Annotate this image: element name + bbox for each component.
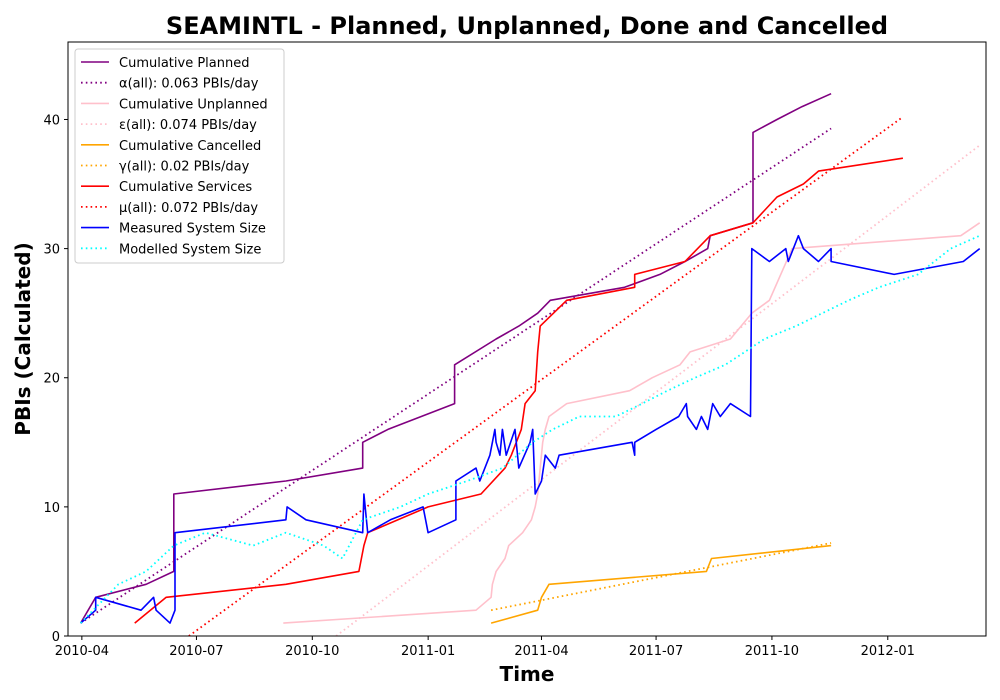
x-tick-label: 2012-01 <box>861 644 915 659</box>
chart-title: SEAMINTL - Planned, Unplanned, Done and … <box>166 12 888 40</box>
x-axis: 2010-04 2010-07 2010-10 2011-01 2011-04 2011-… <box>55 636 915 659</box>
y-tick-label: 30 <box>43 243 60 258</box>
y-tick-label: 0 <box>52 630 60 645</box>
series-line-7 <box>188 116 904 636</box>
legend-label-0: Cumulative Planned <box>119 56 249 71</box>
legend-label-3: ε(all): 0.074 PBIs/day <box>119 118 257 133</box>
legend-label-1: α(all): 0.063 PBIs/day <box>119 77 259 92</box>
series-line-1 <box>80 127 832 624</box>
plot-area <box>79 92 981 636</box>
legend-label-6: Cumulative Services <box>119 180 252 195</box>
y-tick-label: 20 <box>43 372 60 387</box>
legend-label-2: Cumulative Unplanned <box>119 97 268 112</box>
x-tick-label: 2011-07 <box>629 644 683 659</box>
legend: Cumulative Planned α(all): 0.063 PBIs/day… <box>74 48 285 264</box>
plot-frame <box>67 41 987 637</box>
x-tick-label: 2011-04 <box>514 644 568 659</box>
series-line-3 <box>335 144 981 636</box>
series-line-6 <box>134 157 904 624</box>
legend-label-9: Modelled System Size <box>119 242 261 257</box>
legend-label-4: Cumulative Cancelled <box>119 139 261 154</box>
series-line-2 <box>283 222 981 624</box>
y-tick-label: 40 <box>43 113 60 128</box>
series-line-5 <box>490 542 832 612</box>
x-tick-label: 2010-07 <box>169 644 223 659</box>
legend-label-7: μ(all): 0.072 PBIs/day <box>119 201 258 216</box>
series-line-9 <box>79 234 981 624</box>
x-tick-label: 2010-04 <box>55 644 109 659</box>
series-line-8 <box>80 234 981 624</box>
y-axis: 0 10 20 30 40 <box>43 113 68 645</box>
legend-box <box>74 48 285 264</box>
x-axis-label: Time <box>500 662 555 686</box>
legend-label-5: γ(all): 0.02 PBIs/day <box>119 160 250 175</box>
legend-label-8: Measured System Size <box>119 222 266 237</box>
x-tick-label: 2011-10 <box>745 644 799 659</box>
y-axis-label: PBIs (Calculated) <box>11 242 35 435</box>
series-line-4 <box>490 544 832 624</box>
x-tick-label: 2011-01 <box>401 644 455 659</box>
x-tick-label: 2010-10 <box>285 644 339 659</box>
y-tick-label: 10 <box>43 501 60 516</box>
